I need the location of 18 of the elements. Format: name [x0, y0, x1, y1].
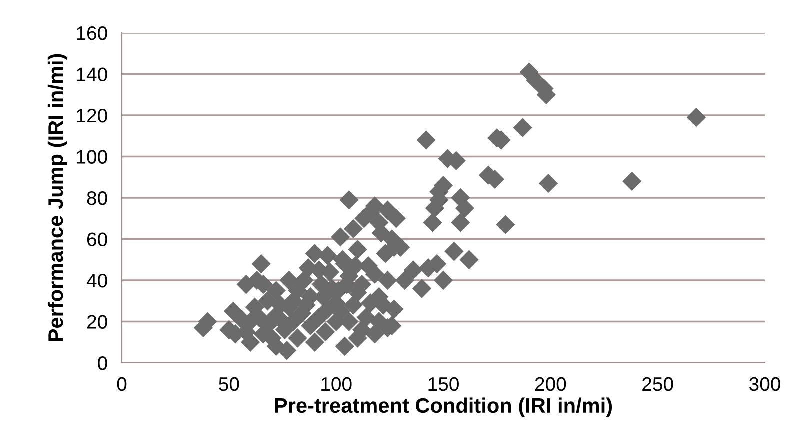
y-tick-label: 100 [77, 150, 108, 164]
x-tick-label: 100 [322, 377, 352, 392]
y-tick-label: 40 [86, 274, 108, 288]
x-tick-label: 300 [750, 377, 780, 392]
y-tick-label: 120 [77, 108, 108, 123]
y-tick-label: 20 [87, 315, 108, 329]
x-tick-label: 250 [642, 377, 674, 392]
y-tick-label: 80 [87, 191, 108, 206]
y-axis-title: Performance Jump (IRI in/mi) [48, 54, 68, 342]
x-axis-title: Pre-treatment Condition (IRI in/mi) [275, 398, 612, 418]
y-tick-label: 160 [77, 26, 108, 40]
x-tick-label: 0 [117, 377, 127, 392]
x-tick-label: 150 [428, 377, 459, 392]
x-tick-label: 50 [219, 377, 240, 392]
y-tick-label: 0 [98, 356, 108, 370]
y-tick-label: 140 [77, 68, 108, 82]
x-tick-label: 200 [535, 377, 566, 392]
y-tick-label: 60 [87, 232, 108, 246]
